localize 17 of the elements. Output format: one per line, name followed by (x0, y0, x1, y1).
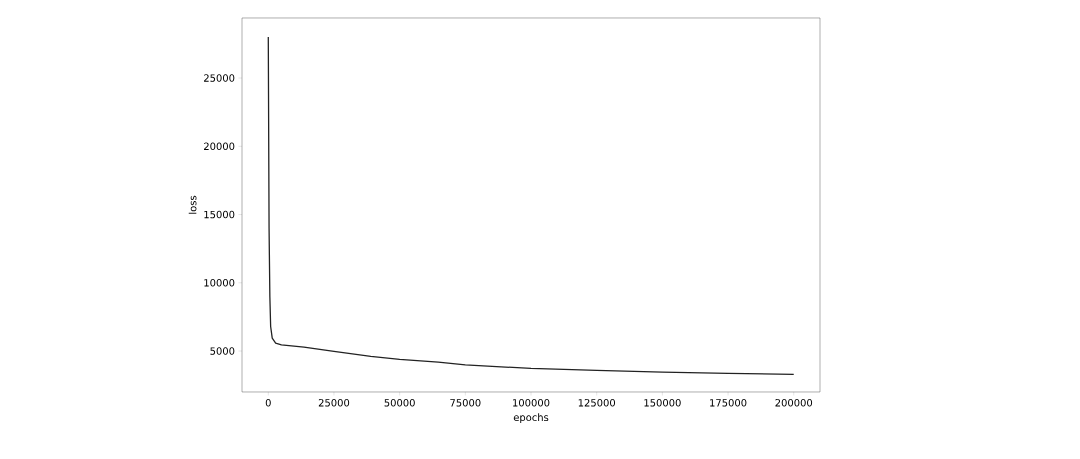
x-tick-label: 200000 (775, 398, 813, 407)
y-tick-label: 10000 (204, 279, 235, 287)
x-tick-label: 125000 (578, 398, 616, 407)
y-tick-label: 20000 (204, 142, 235, 151)
x-tick-label: 50000 (384, 398, 415, 407)
x-tick-label: 175000 (710, 398, 747, 407)
x-tick-label: 75000 (450, 398, 481, 407)
x-tick-label: 25000 (318, 398, 350, 407)
y-tick-label: 15000 (204, 210, 235, 219)
x-tick-label: 100000 (513, 398, 550, 407)
x-tick-label: 0 (265, 398, 271, 407)
line-series (267, 36, 795, 376)
x-axis-title: epochs (513, 413, 549, 424)
y-tick-label: 5000 (210, 347, 235, 355)
y-tick-label: 25000 (204, 74, 235, 82)
y-axis-title: loss (188, 195, 197, 214)
x-tick-label: 150000 (644, 398, 681, 407)
